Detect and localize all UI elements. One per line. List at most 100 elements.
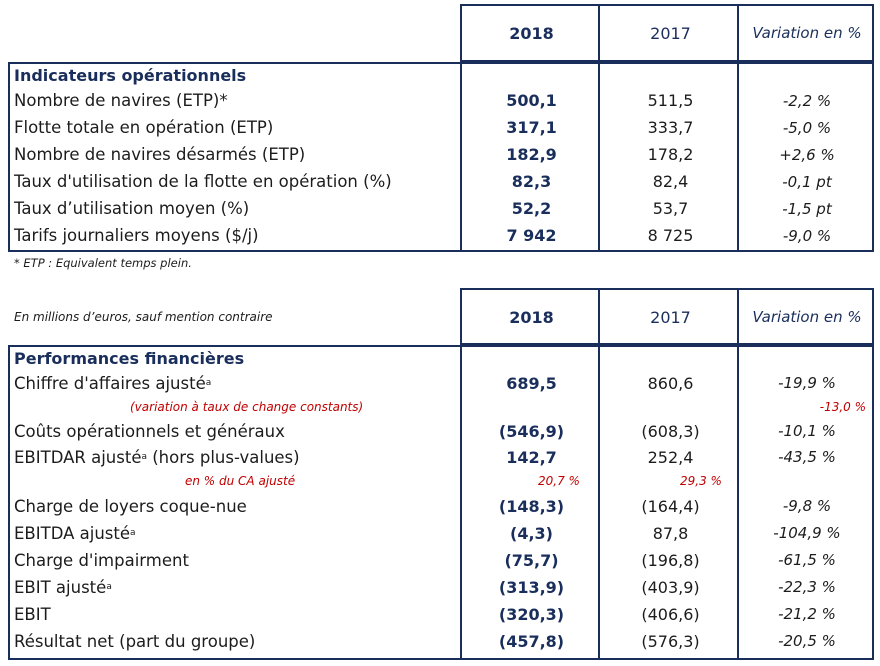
- subrow-label: (variation à taux de change constants): [130, 400, 364, 414]
- footnote: * ETP : Equivalent temps plein.: [14, 256, 192, 270]
- row-label: Flotte totale en opération (ETP): [14, 118, 274, 137]
- column-header-variation: Variation en %: [752, 24, 862, 42]
- value-2017: 511,5: [647, 91, 694, 110]
- subrow-value-2017: 29,3 %: [680, 474, 722, 488]
- column-divider: [460, 62, 462, 252]
- table-row: Taux d'utilisation de la flotte en opéra…: [8, 168, 874, 195]
- row-label: EBIT: [14, 604, 51, 624]
- table-row: Coûts opérationnels et généraux (546,9) …: [8, 418, 874, 444]
- row-label-text: EBIT ajusté: [14, 577, 107, 597]
- table2-header-frame: [460, 288, 874, 345]
- table-row: EBITDA ajusté a (4,3) 87,8 -104,9 %: [8, 520, 874, 546]
- value-2017: (576,3): [641, 631, 700, 651]
- table-subrow: (variation à taux de change constants) -…: [8, 396, 874, 418]
- value-variation: -2,2 %: [782, 91, 832, 110]
- value-2018: (457,8): [498, 631, 565, 651]
- value-2018: 52,2: [511, 199, 552, 218]
- value-variation: -22,3 %: [778, 578, 836, 596]
- value-variation: -10,1 %: [778, 422, 836, 440]
- table-row: Taux d’utilisation moyen (%) 52,2 53,7 -…: [8, 195, 874, 222]
- row-label-text: EBITDAR ajusté: [14, 447, 142, 467]
- value-variation: -43,5 %: [778, 448, 836, 466]
- value-2017: 333,7: [647, 118, 694, 137]
- value-2017: 82,4: [652, 172, 689, 191]
- value-2017: 252,4: [647, 447, 694, 467]
- value-2017: 8 725: [647, 226, 694, 245]
- value-2018: 317,1: [506, 118, 557, 137]
- row-label-text: EBITDA ajusté: [14, 523, 131, 543]
- table-row: Résultat net (part du groupe) (457,8) (5…: [8, 628, 874, 654]
- table1-body-frame: [8, 62, 874, 252]
- table2-body-frame: [8, 345, 874, 660]
- value-2017: 87,8: [652, 523, 689, 543]
- value-2017: (406,6): [641, 604, 700, 624]
- header-divider: [737, 288, 739, 345]
- table-header-row: 2018 2017 Variation en %: [8, 18, 874, 48]
- header-divider: [598, 288, 600, 345]
- row-label: Chiffre d'affaires ajusté a: [14, 370, 211, 396]
- value-2017: (403,9): [641, 577, 700, 597]
- column-divider: [737, 345, 739, 660]
- row-label: Charge de loyers coque-nue: [14, 496, 247, 516]
- row-label: Charge d'impairment: [14, 550, 189, 570]
- header-divider: [737, 4, 739, 62]
- value-variation: -21,2 %: [778, 605, 836, 623]
- value-variation: -20,5 %: [778, 632, 836, 650]
- footnote-mark: a: [205, 378, 212, 388]
- column-header-2018: 2018: [509, 23, 554, 43]
- row-label: EBIT ajusté a: [14, 574, 112, 600]
- value-2017: (196,8): [641, 550, 700, 570]
- table-row: Flotte totale en opération (ETP) 317,1 3…: [8, 114, 874, 141]
- table-header-row: En millions d’euros, sauf mention contra…: [8, 302, 874, 332]
- table-row: Tarifs journaliers moyens ($/j) 7 942 8 …: [8, 222, 874, 249]
- row-label: EBITDA ajusté a: [14, 520, 136, 546]
- value-2017: 860,6: [647, 373, 694, 393]
- section-title-row: Performances financières: [8, 346, 874, 370]
- column-header-2017: 2017: [650, 307, 691, 327]
- value-2018: 500,1: [506, 91, 557, 110]
- table-row: Charge d'impairment (75,7) (196,8) -61,5…: [8, 547, 874, 573]
- header-divider: [598, 4, 600, 62]
- column-header-2018: 2018: [509, 307, 554, 327]
- section-title-row: Indicateurs opérationnels: [8, 63, 874, 87]
- value-variation: -0,1 pt: [782, 172, 832, 191]
- column-divider: [737, 62, 739, 252]
- value-2018: (4,3): [510, 523, 553, 543]
- subrow-variation: -13,0 %: [819, 400, 866, 414]
- column-divider: [598, 62, 600, 252]
- value-2018: 689,5: [506, 373, 557, 393]
- row-label: Taux d'utilisation de la flotte en opéra…: [14, 172, 392, 191]
- row-label: Nombre de navires (ETP)*: [14, 91, 228, 110]
- financial-performance-table: En millions d’euros, sauf mention contra…: [8, 288, 874, 662]
- column-divider: [460, 345, 462, 660]
- value-2017: 178,2: [647, 145, 694, 164]
- value-2018: (320,3): [498, 604, 565, 624]
- value-variation: -61,5 %: [778, 551, 836, 569]
- column-divider: [598, 345, 600, 660]
- row-label: EBITDAR ajusté a (hors plus-values): [14, 444, 300, 470]
- value-variation: -104,9 %: [773, 524, 841, 542]
- table-row: Charge de loyers coque-nue (148,3) (164,…: [8, 493, 874, 519]
- value-2018: 142,7: [506, 447, 557, 467]
- section-title: Indicateurs opérationnels: [14, 65, 247, 85]
- row-label: Taux d’utilisation moyen (%): [14, 199, 250, 218]
- table-row: Chiffre d'affaires ajusté a 689,5 860,6 -…: [8, 370, 874, 396]
- value-2018: (75,7): [504, 550, 559, 570]
- footnote-mark: a: [106, 582, 112, 592]
- table-caption: En millions d’euros, sauf mention contra…: [14, 310, 273, 324]
- table-row: Nombre de navires (ETP)* 500,1 511,5 -2,…: [8, 87, 874, 114]
- value-2018: 82,3: [511, 172, 552, 191]
- value-2017: 53,7: [652, 199, 689, 218]
- footnote-mark: a: [130, 528, 136, 538]
- table-row: EBITDAR ajusté a (hors plus-values) 142,7…: [8, 444, 874, 470]
- row-label: Coûts opérationnels et généraux: [14, 421, 285, 441]
- table-row: EBIT ajusté a (313,9) (403,9) -22,3 %: [8, 574, 874, 600]
- value-variation: -19,9 %: [778, 374, 836, 392]
- row-label: Nombre de navires désarmés (ETP): [14, 145, 306, 164]
- row-label: Tarifs journaliers moyens ($/j): [14, 226, 259, 245]
- row-label: Résultat net (part du groupe): [14, 631, 256, 651]
- table-subrow: en % du CA ajusté 20,7 % 29,3 %: [8, 470, 874, 492]
- operational-indicators-table: 2018 2017 Variation en % Indicateurs opé…: [8, 4, 874, 254]
- value-variation: -5,0 %: [782, 118, 832, 137]
- subrow-label: en % du CA ajusté: [185, 474, 296, 488]
